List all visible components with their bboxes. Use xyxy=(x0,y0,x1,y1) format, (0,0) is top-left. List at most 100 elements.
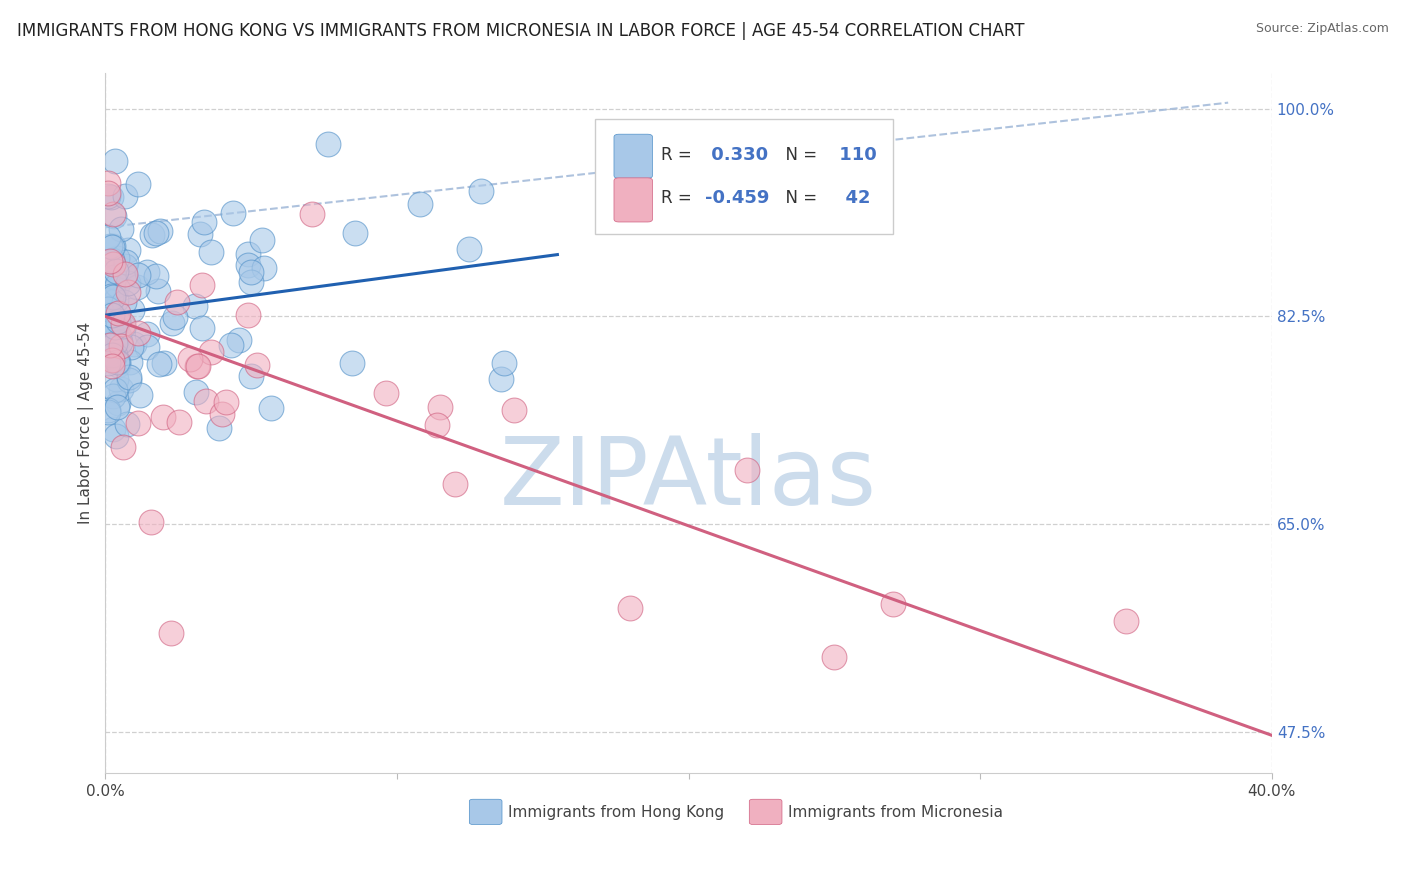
Point xyxy=(97,230,120,244)
FancyBboxPatch shape xyxy=(595,119,893,234)
Point xyxy=(100,277,122,291)
Point xyxy=(105,400,128,414)
Point xyxy=(239,265,262,279)
Point xyxy=(145,226,167,240)
Point xyxy=(121,303,143,318)
Point xyxy=(200,345,222,359)
Point xyxy=(127,416,149,430)
Point xyxy=(114,259,136,273)
Point xyxy=(1115,614,1137,628)
Point xyxy=(193,215,215,229)
Point xyxy=(103,270,125,285)
Point xyxy=(458,242,481,256)
Point xyxy=(186,359,208,373)
Point xyxy=(115,255,138,269)
Point xyxy=(136,340,159,354)
Point xyxy=(470,184,492,198)
FancyBboxPatch shape xyxy=(470,799,502,824)
Point xyxy=(112,295,135,310)
Point xyxy=(301,207,323,221)
Point xyxy=(100,240,122,254)
Point xyxy=(489,372,512,386)
Point xyxy=(110,222,132,236)
Point xyxy=(101,348,124,362)
Point xyxy=(208,421,231,435)
Point xyxy=(98,308,121,322)
Point xyxy=(882,597,904,611)
Point xyxy=(104,320,127,334)
Point xyxy=(110,335,132,350)
Point xyxy=(97,177,120,191)
Point xyxy=(211,407,233,421)
Point xyxy=(375,386,398,401)
Point xyxy=(190,321,212,335)
Point xyxy=(502,403,524,417)
Point xyxy=(97,356,120,370)
Point xyxy=(104,372,127,386)
Point xyxy=(166,294,188,309)
Point xyxy=(163,310,186,325)
Point xyxy=(735,463,758,477)
Point xyxy=(98,321,121,335)
Point xyxy=(98,301,121,316)
Point xyxy=(107,314,129,328)
Point xyxy=(127,178,149,192)
Point xyxy=(184,384,207,399)
Text: R =: R = xyxy=(661,145,696,163)
Text: IMMIGRANTS FROM HONG KONG VS IMMIGRANTS FROM MICRONESIA IN LABOR FORCE | AGE 45-: IMMIGRANTS FROM HONG KONG VS IMMIGRANTS … xyxy=(17,22,1025,40)
Point xyxy=(97,301,120,316)
Point xyxy=(101,359,124,373)
Point xyxy=(236,258,259,272)
Text: 42: 42 xyxy=(834,189,870,207)
Point xyxy=(444,477,467,491)
Point xyxy=(316,136,339,151)
Point xyxy=(152,410,174,425)
Point xyxy=(127,326,149,340)
Point xyxy=(105,293,128,308)
Point xyxy=(120,340,142,354)
Point xyxy=(340,356,363,370)
Point xyxy=(103,390,125,404)
Point xyxy=(115,417,138,432)
Point xyxy=(153,356,176,370)
Point xyxy=(127,280,149,294)
Point xyxy=(105,355,128,369)
Point xyxy=(105,264,128,278)
Point xyxy=(111,440,134,454)
Point xyxy=(97,266,120,280)
Point xyxy=(188,227,211,242)
Point xyxy=(160,316,183,330)
Point xyxy=(139,515,162,529)
Point xyxy=(252,233,274,247)
Point xyxy=(100,190,122,204)
Point xyxy=(108,329,131,343)
Point xyxy=(101,422,124,436)
Point xyxy=(117,285,139,300)
Text: R =: R = xyxy=(661,189,696,207)
Point xyxy=(429,400,451,414)
Point xyxy=(107,326,129,341)
Point xyxy=(100,289,122,303)
Point xyxy=(111,318,134,333)
Point xyxy=(190,277,212,292)
Text: Source: ZipAtlas.com: Source: ZipAtlas.com xyxy=(1256,22,1389,36)
Point xyxy=(97,403,120,417)
Point xyxy=(107,306,129,320)
Point xyxy=(97,337,120,351)
Point xyxy=(103,207,125,221)
Text: N =: N = xyxy=(775,189,823,207)
Point xyxy=(619,601,641,615)
Point xyxy=(122,336,145,351)
Point xyxy=(104,335,127,350)
Point xyxy=(114,188,136,202)
Point xyxy=(110,339,132,353)
Point xyxy=(114,268,136,283)
Point xyxy=(823,649,845,664)
Point xyxy=(97,347,120,361)
Point xyxy=(409,197,432,211)
Point xyxy=(118,370,141,384)
Point xyxy=(187,359,209,373)
Point xyxy=(141,227,163,242)
Point xyxy=(236,309,259,323)
Point xyxy=(253,261,276,276)
